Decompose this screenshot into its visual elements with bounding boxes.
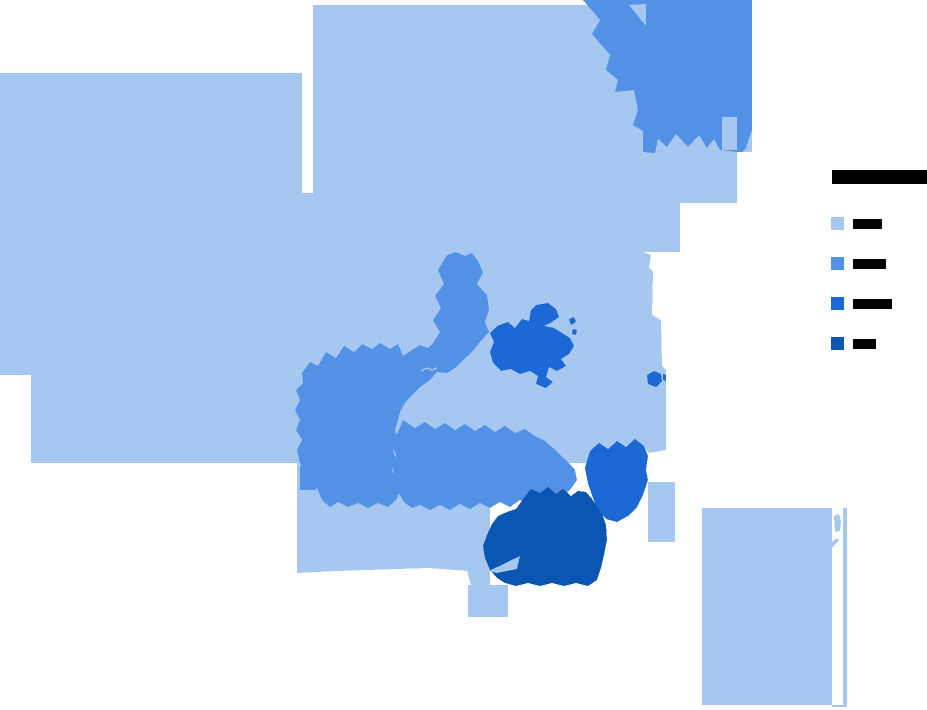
river-line [420,367,438,372]
region-central-round[interactable] [490,303,574,388]
legend-label-redacted-3 [853,299,892,309]
region-east-coast-strip [643,252,666,453]
coastal-tick [663,374,666,381]
region-east-step [643,203,680,252]
region-south-central-blob[interactable] [392,420,577,510]
central-round-speck-1 [569,317,576,325]
region-west-central-blob[interactable] [295,343,437,508]
ne-inner-patch [722,117,737,150]
legend-swatch-level1 [831,217,844,230]
bottom-right-island-2 [828,538,839,549]
dark-region-inner-wedge [489,556,520,573]
legend-swatch-level4 [831,337,844,350]
region-west-landmass[interactable] [0,73,302,463]
legend-swatch-level2 [831,257,844,270]
legend-label-redacted-2 [853,259,886,269]
legend-title-redacted-bar [832,170,927,184]
bottom-right-coastline [832,508,847,707]
ne-notch-triangle [629,4,646,26]
region-northeast[interactable] [583,0,752,153]
central-round-speck-2 [572,329,577,335]
region-southeast[interactable] [585,439,648,522]
legend [831,170,927,350]
region-east-small-rectangle[interactable] [648,482,675,542]
region-north-strip[interactable] [313,5,583,193]
region-south-island-square[interactable] [468,585,508,617]
legend-swatch-level3 [831,297,844,310]
bottom-right-island-1 [834,514,841,532]
region-small-square-southwest[interactable] [300,466,316,490]
region-bottom-right-rectangle[interactable] [702,508,832,705]
legend-label-redacted-4 [853,339,876,349]
region-north-vertical-strip[interactable] [430,252,489,373]
region-coastal-dot[interactable] [647,371,662,387]
legend-label-redacted-1 [853,219,882,229]
